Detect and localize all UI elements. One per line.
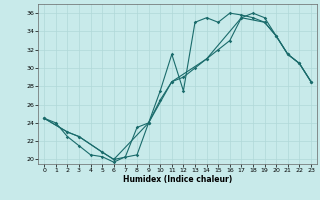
X-axis label: Humidex (Indice chaleur): Humidex (Indice chaleur) (123, 175, 232, 184)
